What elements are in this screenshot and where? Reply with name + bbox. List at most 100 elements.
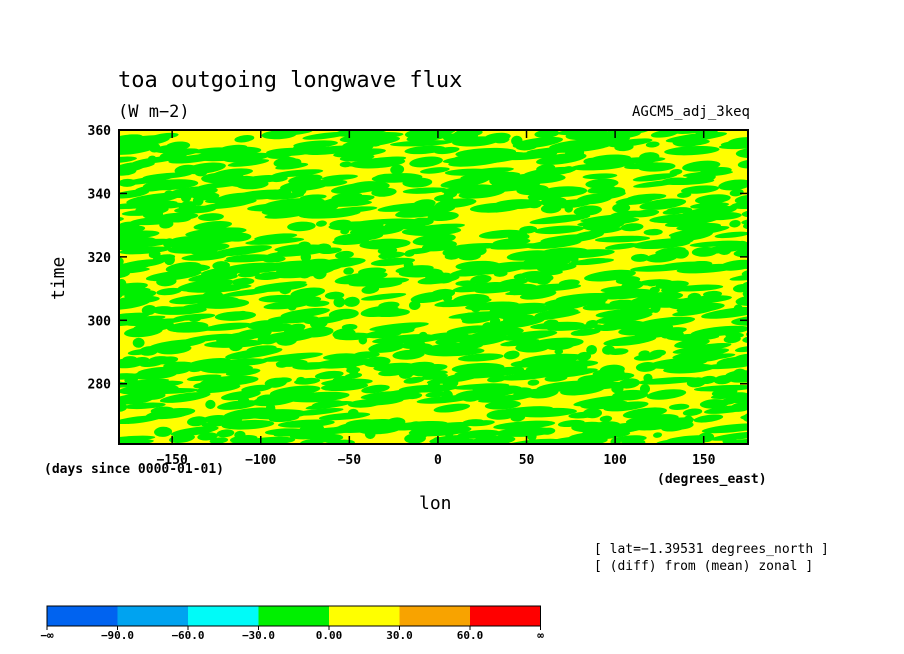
negative-streak [526, 239, 582, 249]
negative-streak [663, 363, 716, 374]
negative-streak [767, 233, 807, 242]
chart-title: toa outgoing longwave flux [118, 68, 463, 93]
negative-streak [677, 192, 692, 198]
negative-streak [225, 347, 283, 360]
negative-streak [763, 255, 822, 269]
colorbar-label: 30.0 [386, 629, 413, 642]
negative-streak [398, 368, 414, 379]
negative-streak [755, 440, 785, 447]
negative-streak [704, 404, 748, 414]
negative-streak [290, 287, 326, 299]
negative-streak [747, 256, 748, 263]
negative-streak [595, 312, 653, 324]
negative-streak [310, 317, 328, 329]
negative-streak [731, 315, 748, 326]
negative-streak [124, 402, 166, 410]
negative-streak [718, 179, 748, 191]
negative-streak [315, 220, 327, 227]
negative-streak [332, 237, 370, 245]
negative-streak [180, 193, 192, 203]
negative-streak [270, 175, 288, 183]
negative-streak [686, 377, 706, 388]
negative-streak [766, 367, 779, 375]
negative-streak [419, 167, 450, 174]
negative-streak [251, 394, 299, 407]
negative-streak [292, 362, 331, 370]
negative-streak [752, 138, 775, 148]
negative-streak [527, 379, 540, 386]
negative-streak [234, 135, 255, 143]
negative-streak [196, 298, 250, 309]
negative-streak [638, 162, 676, 172]
negative-streak [519, 225, 538, 234]
negative-streak [710, 431, 748, 441]
negative-streak [139, 360, 164, 367]
negative-streak [221, 419, 275, 430]
negative-streak [751, 284, 811, 292]
negative-streak [359, 238, 411, 250]
negative-streak [693, 414, 724, 423]
negative-streak [747, 240, 748, 250]
x-tick-label: −100 [245, 453, 276, 468]
negative-streak [159, 220, 174, 229]
negative-streak [702, 362, 748, 370]
negative-streak [632, 173, 678, 182]
negative-streak [266, 193, 305, 200]
negative-streak [717, 246, 732, 255]
negative-streak [409, 156, 443, 168]
negative-streak [515, 341, 550, 353]
negative-streak [513, 273, 529, 280]
negative-streak [570, 162, 626, 171]
negative-streak [350, 157, 406, 169]
negative-streak [643, 228, 663, 236]
negative-streak [670, 229, 714, 241]
negative-streak [279, 285, 292, 295]
negative-streak [759, 182, 797, 191]
negative-streak [364, 428, 376, 439]
negative-streak [418, 363, 448, 372]
negative-streak [404, 433, 426, 444]
x-axis-units: (degrees_east) [657, 472, 767, 487]
negative-streak [491, 316, 545, 329]
negative-streak [275, 162, 309, 170]
negative-streak [254, 271, 286, 281]
negative-streak [639, 198, 687, 210]
negative-streak [765, 126, 812, 138]
negative-streak [333, 148, 386, 158]
negative-streak [764, 172, 804, 184]
negative-streak [576, 351, 592, 362]
negative-streak [231, 277, 255, 286]
negative-streak [99, 206, 110, 214]
negative-streak [745, 389, 748, 402]
negative-streak [516, 407, 577, 418]
negative-streak [100, 177, 112, 184]
negative-streak [668, 403, 690, 410]
negative-streak [403, 376, 425, 384]
negative-streak [599, 415, 613, 423]
negative-streak [536, 152, 587, 165]
negative-streak [714, 231, 748, 239]
negative-streak [764, 230, 805, 240]
negative-streak [287, 391, 350, 403]
negative-streak [457, 251, 481, 261]
colorbar-label: −30.0 [242, 629, 275, 642]
negative-streak [594, 324, 624, 331]
negative-streak [526, 199, 542, 209]
negative-streak [358, 336, 368, 345]
negative-streak [343, 296, 360, 307]
colorbar-swatch [399, 606, 470, 626]
negative-streak [764, 352, 794, 360]
run-label: AGCM5_adj_3keq [631, 104, 750, 120]
negative-streak [302, 145, 359, 155]
x-tick-label: 150 [692, 453, 716, 468]
negative-streak [729, 220, 741, 228]
negative-streak [691, 246, 718, 257]
negative-streak [201, 418, 243, 427]
negative-streak [633, 179, 681, 188]
negative-streak [302, 131, 349, 140]
negative-streak [746, 292, 748, 302]
negative-streak [635, 362, 658, 372]
y-tick-label: 320 [88, 251, 112, 266]
negative-streak [119, 402, 128, 412]
